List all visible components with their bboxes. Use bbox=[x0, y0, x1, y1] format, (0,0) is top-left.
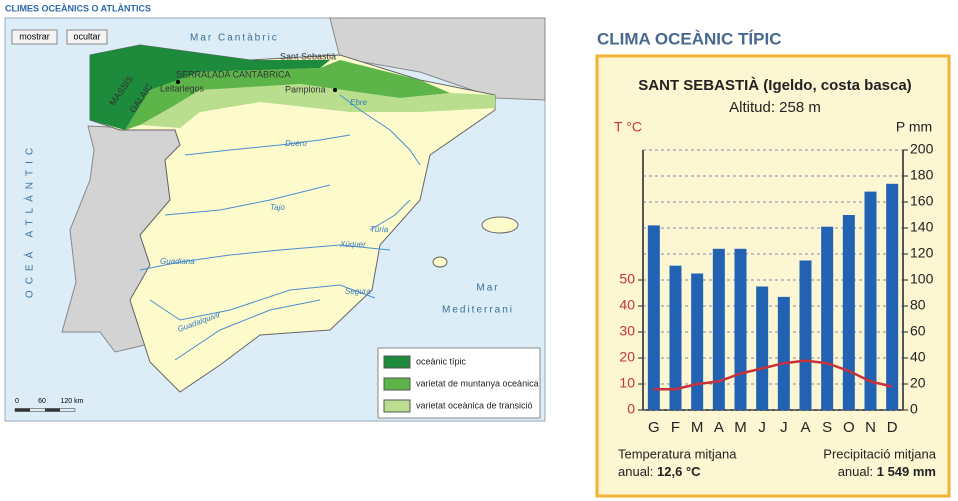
map: mostrar ocultar Mar Cantàbric OCEÀ ATLÀN… bbox=[4, 17, 546, 422]
x-tick-label: M bbox=[734, 419, 747, 436]
y2-tick-label: 40 bbox=[910, 349, 926, 365]
zone-typical bbox=[90, 45, 330, 130]
x-tick-label: D bbox=[887, 419, 898, 436]
y2-tick-label: 60 bbox=[910, 323, 926, 339]
legend-label: varietat de muntanya oceànica bbox=[416, 378, 539, 388]
y2-tick-label: 200 bbox=[910, 141, 934, 157]
chart-subtitle: SANT SEBASTIÀ (Igeldo, costa basca) bbox=[638, 77, 911, 94]
show-button-label[interactable]: mostrar bbox=[19, 31, 50, 41]
y-tick-label: 30 bbox=[619, 323, 635, 339]
bar bbox=[864, 191, 877, 410]
x-tick-label: G bbox=[648, 419, 660, 436]
annotation-value: 12,6 °C bbox=[657, 464, 701, 479]
y2-tick-label: 20 bbox=[910, 375, 926, 391]
rivers bbox=[139, 94, 421, 361]
bar bbox=[669, 265, 682, 410]
bar bbox=[647, 225, 660, 410]
zone-transition bbox=[140, 84, 495, 128]
y2-tick-label: 120 bbox=[910, 245, 934, 261]
chart-title: CLIMA OCEÀNIC TÍPIC bbox=[597, 29, 781, 48]
show-button[interactable] bbox=[11, 29, 58, 45]
annotation: anual: 1 549 mm bbox=[838, 464, 936, 479]
y2-tick-label: 80 bbox=[910, 297, 926, 313]
city-label: Leitariegos bbox=[160, 83, 205, 93]
bar bbox=[886, 183, 899, 410]
river-label: Duero bbox=[285, 139, 307, 148]
bar bbox=[799, 260, 812, 410]
annotation: Temperatura mitjana bbox=[618, 446, 737, 461]
river-label: Tajo bbox=[270, 203, 285, 212]
city-label: Sant Sebastià bbox=[280, 51, 336, 61]
scale-bar bbox=[14, 408, 76, 412]
river-label: Xúquer bbox=[339, 240, 366, 249]
bar bbox=[734, 248, 747, 410]
x-tick-label: J bbox=[780, 419, 788, 436]
bar bbox=[842, 215, 855, 410]
y2-tick-label: 140 bbox=[910, 219, 934, 235]
legend-swatch bbox=[383, 377, 411, 391]
y2-tick-label: 0 bbox=[910, 401, 918, 417]
sea-label: Mediterrani bbox=[442, 305, 514, 316]
legend-swatch bbox=[383, 355, 411, 369]
spain bbox=[89, 44, 496, 393]
river-label: Túria bbox=[370, 225, 389, 234]
legend-label: oceànic típic bbox=[416, 356, 467, 366]
city-dot bbox=[176, 80, 180, 84]
scale-label: 120 km bbox=[61, 398, 84, 405]
bar bbox=[821, 226, 834, 410]
x-tick-label: F bbox=[671, 419, 680, 436]
y-tick-label: 10 bbox=[619, 375, 635, 391]
river-label: Ebre bbox=[350, 98, 367, 107]
river-label: Guadiana bbox=[160, 257, 195, 266]
y2-tick-label: 100 bbox=[910, 271, 934, 287]
bar bbox=[691, 273, 704, 410]
x-tick-label: N bbox=[865, 419, 876, 436]
scale-label: 60 bbox=[38, 398, 46, 405]
bar bbox=[756, 286, 769, 410]
scale-label: 0 bbox=[15, 398, 19, 405]
y-tick-label: 0 bbox=[627, 401, 635, 417]
ocean-label: OCEÀ ATLÀNTIC bbox=[23, 142, 36, 298]
hide-button-label[interactable]: ocultar bbox=[73, 31, 100, 41]
y-axis-label: T °C bbox=[614, 119, 642, 135]
annotation: Precipitació mitjana bbox=[823, 446, 936, 461]
x-tick-label: A bbox=[800, 419, 810, 436]
annotation: anual: 12,6 °C bbox=[618, 464, 701, 479]
x-tick-label: A bbox=[714, 419, 724, 436]
y-tick-label: 40 bbox=[619, 297, 635, 313]
bar bbox=[712, 248, 725, 410]
page-title: CLIMES OCEÀNICS O ATLÀNTICS bbox=[5, 3, 151, 13]
bar bbox=[777, 296, 790, 410]
island bbox=[432, 256, 448, 268]
y2-tick-label: 180 bbox=[910, 167, 934, 183]
annotation-value: 1 549 mm bbox=[877, 464, 936, 479]
city-label: Pamplona bbox=[285, 84, 326, 94]
x-tick-label: M bbox=[691, 419, 704, 436]
x-tick-label: S bbox=[822, 419, 832, 436]
x-tick-label: O bbox=[843, 419, 855, 436]
annotation: anual: bbox=[618, 464, 653, 479]
river-label: Segura bbox=[345, 287, 371, 296]
y2-tick-label: 160 bbox=[910, 193, 934, 209]
annotation: anual: bbox=[838, 464, 873, 479]
legend-swatch bbox=[383, 399, 411, 413]
island bbox=[481, 216, 519, 234]
x-tick-label: J bbox=[758, 419, 766, 436]
y2-axis-label: P mm bbox=[896, 119, 932, 135]
temperature-line bbox=[653, 359, 893, 391]
y-tick-label: 50 bbox=[619, 271, 635, 287]
legend-label: varietat oceànica de transició bbox=[416, 400, 533, 410]
y-tick-label: 20 bbox=[619, 349, 635, 365]
chart-subtitle: Altitud: 258 m bbox=[729, 99, 821, 116]
city-dot bbox=[333, 88, 337, 92]
hide-button[interactable] bbox=[66, 29, 108, 45]
sea-label: Mar Cantàbric bbox=[190, 33, 279, 44]
sea-label: Mar bbox=[476, 283, 499, 294]
zone-mountain bbox=[125, 60, 450, 130]
region-label: SERRALADA CANTÀBRICA bbox=[176, 69, 291, 79]
